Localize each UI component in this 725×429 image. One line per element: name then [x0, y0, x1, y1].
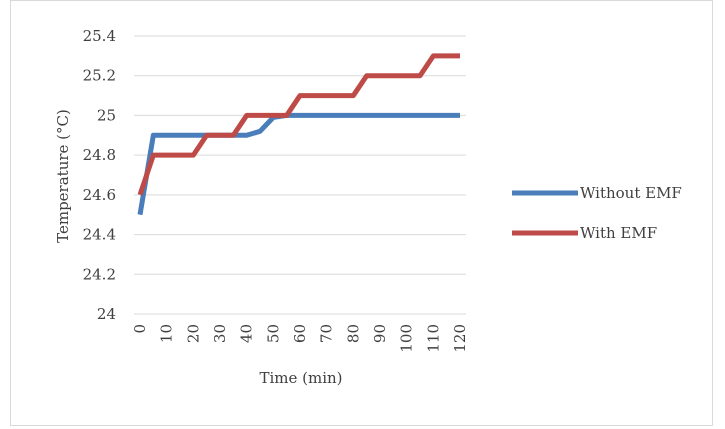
x-tick-label: 30: [211, 324, 229, 343]
x-tick-label: 70: [318, 324, 336, 343]
series-line-1: [137, 112, 460, 216]
y-tick-label: 24.8: [83, 146, 116, 164]
legend-label: With EMF: [580, 224, 657, 242]
x-tick-label: 110: [424, 324, 442, 353]
y-tick-label: 25.2: [83, 67, 116, 85]
x-tick-label: 100: [398, 324, 416, 353]
x-axis-title: Time (min): [259, 369, 342, 387]
x-tick-label: 120: [451, 324, 469, 353]
x-axis-ticks: 0 10 20 30 40 50 60 70 80 90 100 110 120: [131, 324, 469, 353]
x-tick-label: 20: [184, 324, 202, 343]
legend-label: Without EMF: [580, 184, 682, 202]
y-tick-label: 25: [97, 106, 116, 124]
y-axis-title: Temperature (°C): [54, 109, 72, 243]
series-lines: [137, 53, 460, 216]
x-tick-label: 40: [238, 324, 256, 343]
x-tick-label: 90: [371, 324, 389, 343]
y-tick-label: 24.6: [83, 186, 116, 204]
y-tick-label: 24.2: [83, 265, 116, 283]
y-axis-ticks: 24 24.2 24.4 24.6 24.8 25 25.2 25.4: [83, 27, 116, 323]
x-tick-label: 60: [291, 324, 309, 343]
x-tick-label: 80: [344, 324, 362, 343]
y-tick-label: 25.4: [83, 27, 116, 45]
chart-frame: [10, 0, 713, 426]
legend: Without EMF With EMF: [512, 184, 682, 242]
y-tick-label: 24.4: [83, 226, 116, 244]
series-line-2: [137, 53, 460, 196]
y-tick-label: 24: [97, 305, 116, 323]
x-tick-label: 0: [131, 324, 149, 334]
x-tick-label: 10: [158, 324, 176, 343]
x-tick-label: 50: [264, 324, 282, 343]
